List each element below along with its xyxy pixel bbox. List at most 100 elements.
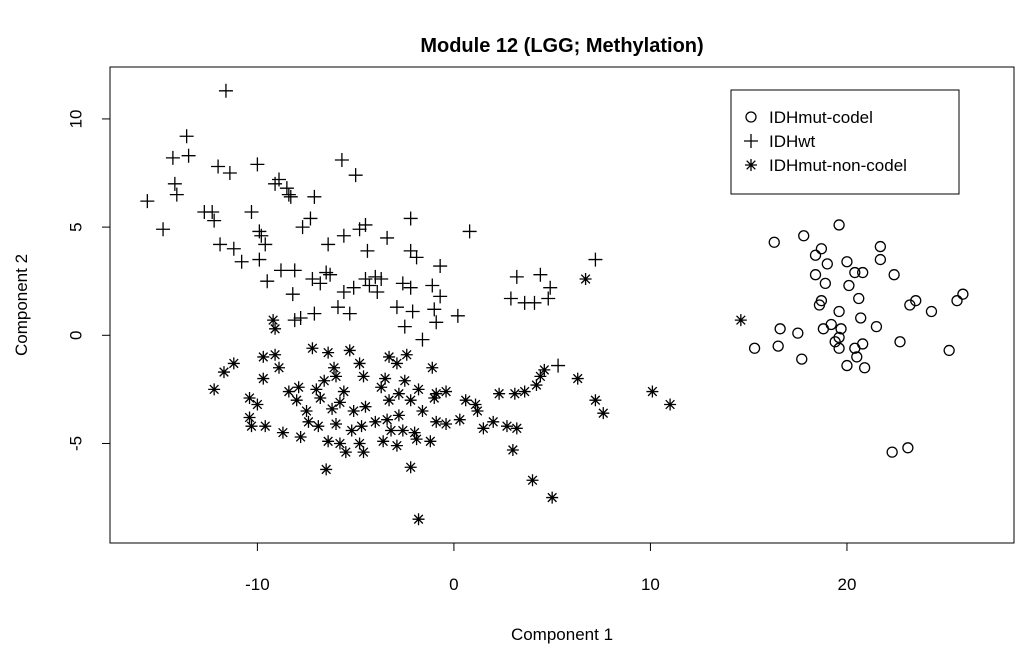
data-point [250, 157, 265, 172]
data-point [330, 300, 345, 315]
data-point [294, 430, 307, 443]
data-point [313, 276, 328, 291]
data-point [167, 176, 182, 191]
data-point [415, 332, 430, 347]
data-point [403, 243, 418, 258]
data-point [835, 323, 847, 335]
data-point [276, 426, 289, 439]
legend-marker [744, 134, 758, 148]
data-point [397, 319, 412, 334]
data-point [383, 350, 396, 363]
data-point [843, 279, 855, 292]
data-point [295, 220, 310, 235]
data-point [829, 336, 841, 348]
data-point [273, 263, 288, 278]
data-point [318, 374, 331, 387]
data-point [395, 276, 410, 291]
data-point [392, 409, 405, 422]
data-point [821, 258, 833, 270]
data-point [287, 313, 302, 328]
data-point [503, 291, 518, 306]
data-point [355, 420, 368, 433]
data-point [279, 181, 294, 196]
data-point [328, 361, 341, 374]
data-point [858, 362, 871, 374]
x-axis-label: Component 1 [511, 625, 613, 644]
data-point [543, 280, 558, 295]
data-point [398, 374, 411, 387]
data-point [774, 323, 786, 335]
data-point [571, 372, 584, 385]
data-point [339, 446, 352, 459]
data-point [462, 224, 477, 239]
data-point [348, 168, 363, 183]
data-point [425, 278, 440, 293]
data-point [342, 306, 357, 321]
data-point [165, 150, 180, 165]
data-point [303, 211, 318, 226]
data-point [251, 398, 264, 411]
data-point [392, 387, 405, 400]
legend-box [730, 89, 960, 195]
data-point [430, 415, 443, 428]
data-point [273, 361, 286, 374]
legend-entry: IDHmut-non-codel [769, 156, 907, 175]
data-point [290, 394, 303, 407]
data-point [369, 415, 382, 428]
data-point [381, 413, 394, 426]
data-point [362, 278, 377, 293]
data-point [181, 148, 196, 163]
data-point [426, 361, 439, 374]
data-point [326, 402, 339, 415]
data-point [772, 340, 784, 352]
data-point [813, 299, 826, 311]
data-point [597, 407, 610, 420]
data-point [506, 443, 519, 456]
data-point [857, 338, 869, 350]
data-point [234, 254, 249, 269]
data-point [440, 418, 453, 430]
data-point [260, 274, 275, 289]
data-point [312, 420, 325, 433]
data-point [285, 287, 300, 302]
data-point [508, 387, 521, 400]
data-point [509, 269, 524, 284]
data-point [307, 189, 322, 204]
data-point [258, 237, 273, 252]
data-point [851, 351, 863, 363]
data-point [310, 383, 323, 396]
data-points [140, 83, 969, 526]
data-point [541, 291, 556, 306]
data-point [902, 442, 914, 454]
data-point [343, 344, 356, 357]
data-point [243, 411, 256, 424]
data-point [768, 236, 780, 248]
data-point [910, 295, 922, 307]
y-tick-label: 5 [67, 222, 86, 231]
legend: IDHmut-codel IDHwt IDHmut-non-codel [730, 89, 960, 195]
data-point [179, 129, 194, 144]
data-point [333, 437, 346, 450]
data-point [459, 394, 472, 407]
x-axis: -10 0 10 20 [245, 542, 856, 594]
data-point [888, 269, 900, 281]
data-point [269, 322, 282, 335]
data-point [389, 300, 404, 315]
y-axis-label: Component 2 [12, 254, 31, 356]
data-point [257, 372, 270, 385]
data-point [218, 83, 233, 98]
data-point [314, 392, 327, 405]
data-point [390, 357, 403, 370]
data-point [243, 392, 256, 405]
data-point [347, 405, 360, 418]
data-point [390, 439, 403, 452]
legend-entry: IDHwt [769, 132, 816, 151]
data-point [870, 320, 883, 333]
data-point [925, 305, 938, 318]
data-point [424, 435, 437, 448]
data-point [416, 405, 429, 418]
data-point [300, 405, 313, 418]
data-point [333, 396, 346, 409]
data-point [287, 263, 302, 278]
